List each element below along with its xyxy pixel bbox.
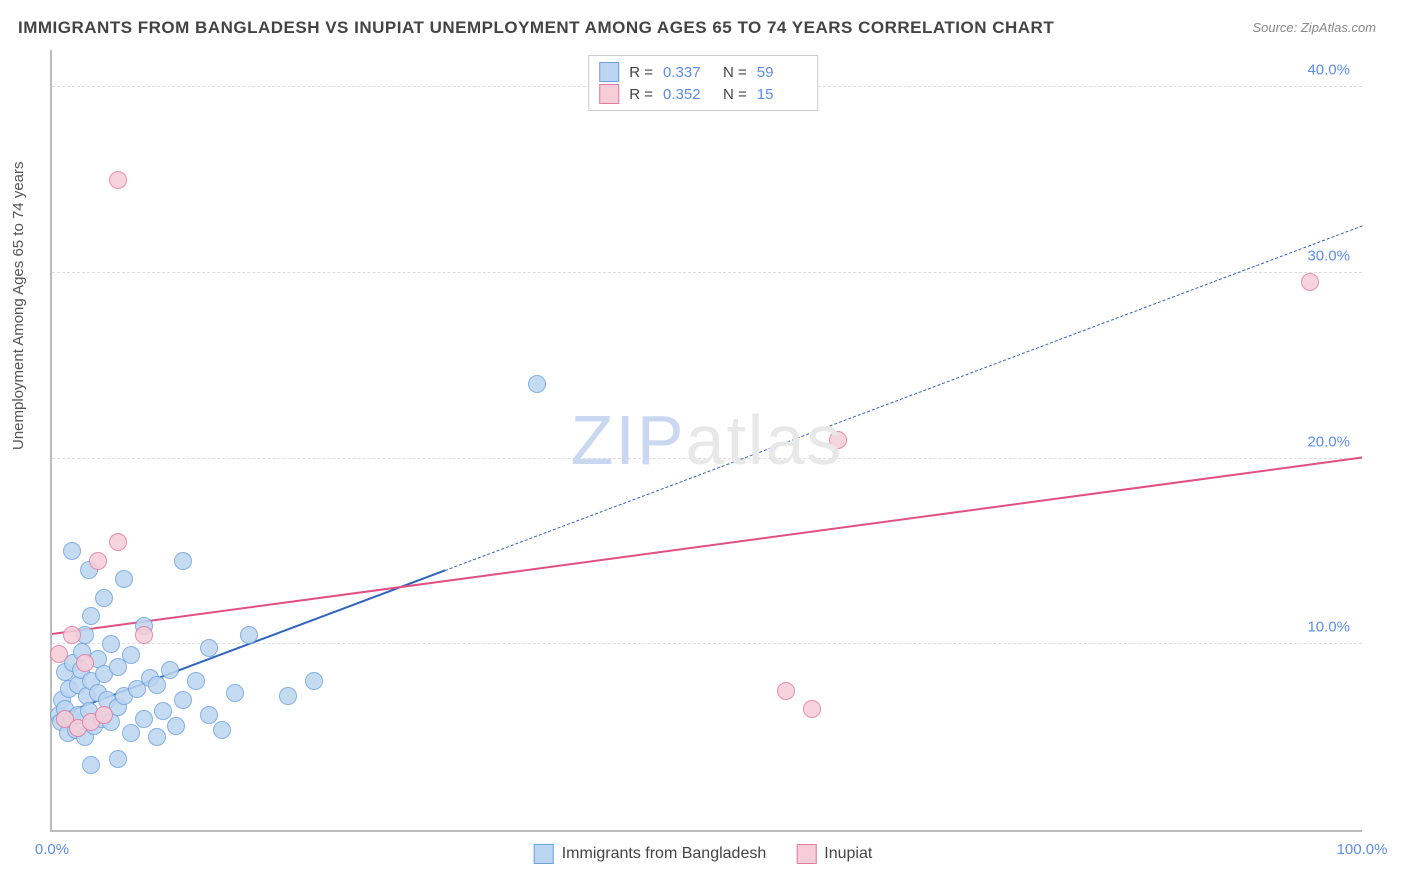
data-point — [777, 682, 795, 700]
swatch-icon — [599, 62, 619, 82]
watermark-zip: ZIP — [571, 401, 686, 479]
data-point — [109, 533, 127, 551]
swatch-icon — [796, 844, 816, 864]
data-point — [174, 552, 192, 570]
watermark-atlas: atlas — [686, 401, 844, 479]
data-point — [167, 717, 185, 735]
data-point — [102, 635, 120, 653]
data-point — [200, 706, 218, 724]
y-tick-label: 40.0% — [1307, 62, 1350, 79]
data-point — [95, 589, 113, 607]
n-label: N = — [723, 86, 747, 103]
data-point — [528, 375, 546, 393]
x-tick-label: 100.0% — [1337, 841, 1388, 858]
data-point — [1301, 273, 1319, 291]
swatch-icon — [534, 844, 554, 864]
legend-item: Inupiat — [796, 844, 872, 864]
data-point — [109, 750, 127, 768]
legend-item: Immigrants from Bangladesh — [534, 844, 767, 864]
data-point — [135, 626, 153, 644]
source-label: Source: ZipAtlas.com — [1252, 20, 1376, 35]
data-point — [213, 721, 231, 739]
trend-line — [52, 457, 1362, 635]
y-tick-label: 10.0% — [1307, 619, 1350, 636]
legend-label: Immigrants from Bangladesh — [562, 845, 767, 863]
legend-row-series1: R = 0.337 N = 59 — [599, 62, 807, 82]
data-point — [279, 687, 297, 705]
legend-label: Inupiat — [824, 845, 872, 863]
data-point — [305, 672, 323, 690]
legend-row-series2: R = 0.352 N = 15 — [599, 84, 807, 104]
data-point — [76, 654, 94, 672]
data-point — [95, 706, 113, 724]
data-point — [109, 171, 127, 189]
data-point — [135, 710, 153, 728]
data-point — [82, 607, 100, 625]
plot-area: ZIPatlas 10.0%20.0%30.0%40.0%0.0%100.0% — [50, 50, 1362, 832]
data-point — [115, 570, 133, 588]
y-tick-label: 20.0% — [1307, 433, 1350, 450]
n-value: 15 — [757, 86, 807, 103]
r-label: R = — [629, 86, 653, 103]
data-point — [161, 661, 179, 679]
r-value: 0.337 — [663, 64, 713, 81]
y-tick-label: 30.0% — [1307, 247, 1350, 264]
data-point — [63, 626, 81, 644]
r-value: 0.352 — [663, 86, 713, 103]
data-point — [89, 552, 107, 570]
data-point — [803, 700, 821, 718]
x-tick-label: 0.0% — [35, 841, 69, 858]
data-point — [240, 626, 258, 644]
data-point — [63, 542, 81, 560]
watermark: ZIPatlas — [571, 400, 844, 480]
data-point — [50, 645, 68, 663]
data-point — [122, 724, 140, 742]
series-legend: Immigrants from Bangladesh Inupiat — [534, 844, 873, 864]
y-axis-label: Unemployment Among Ages 65 to 74 years — [10, 161, 27, 450]
data-point — [82, 756, 100, 774]
n-label: N = — [723, 64, 747, 81]
data-point — [154, 702, 172, 720]
chart-title: IMMIGRANTS FROM BANGLADESH VS INUPIAT UN… — [18, 18, 1054, 38]
n-value: 59 — [757, 64, 807, 81]
data-point — [148, 728, 166, 746]
r-label: R = — [629, 64, 653, 81]
correlation-legend: R = 0.337 N = 59 R = 0.352 N = 15 — [588, 55, 818, 111]
gridline — [52, 272, 1362, 273]
data-point — [148, 676, 166, 694]
data-point — [122, 646, 140, 664]
data-point — [187, 672, 205, 690]
swatch-icon — [599, 84, 619, 104]
data-point — [174, 691, 192, 709]
data-point — [226, 684, 244, 702]
data-point — [200, 639, 218, 657]
